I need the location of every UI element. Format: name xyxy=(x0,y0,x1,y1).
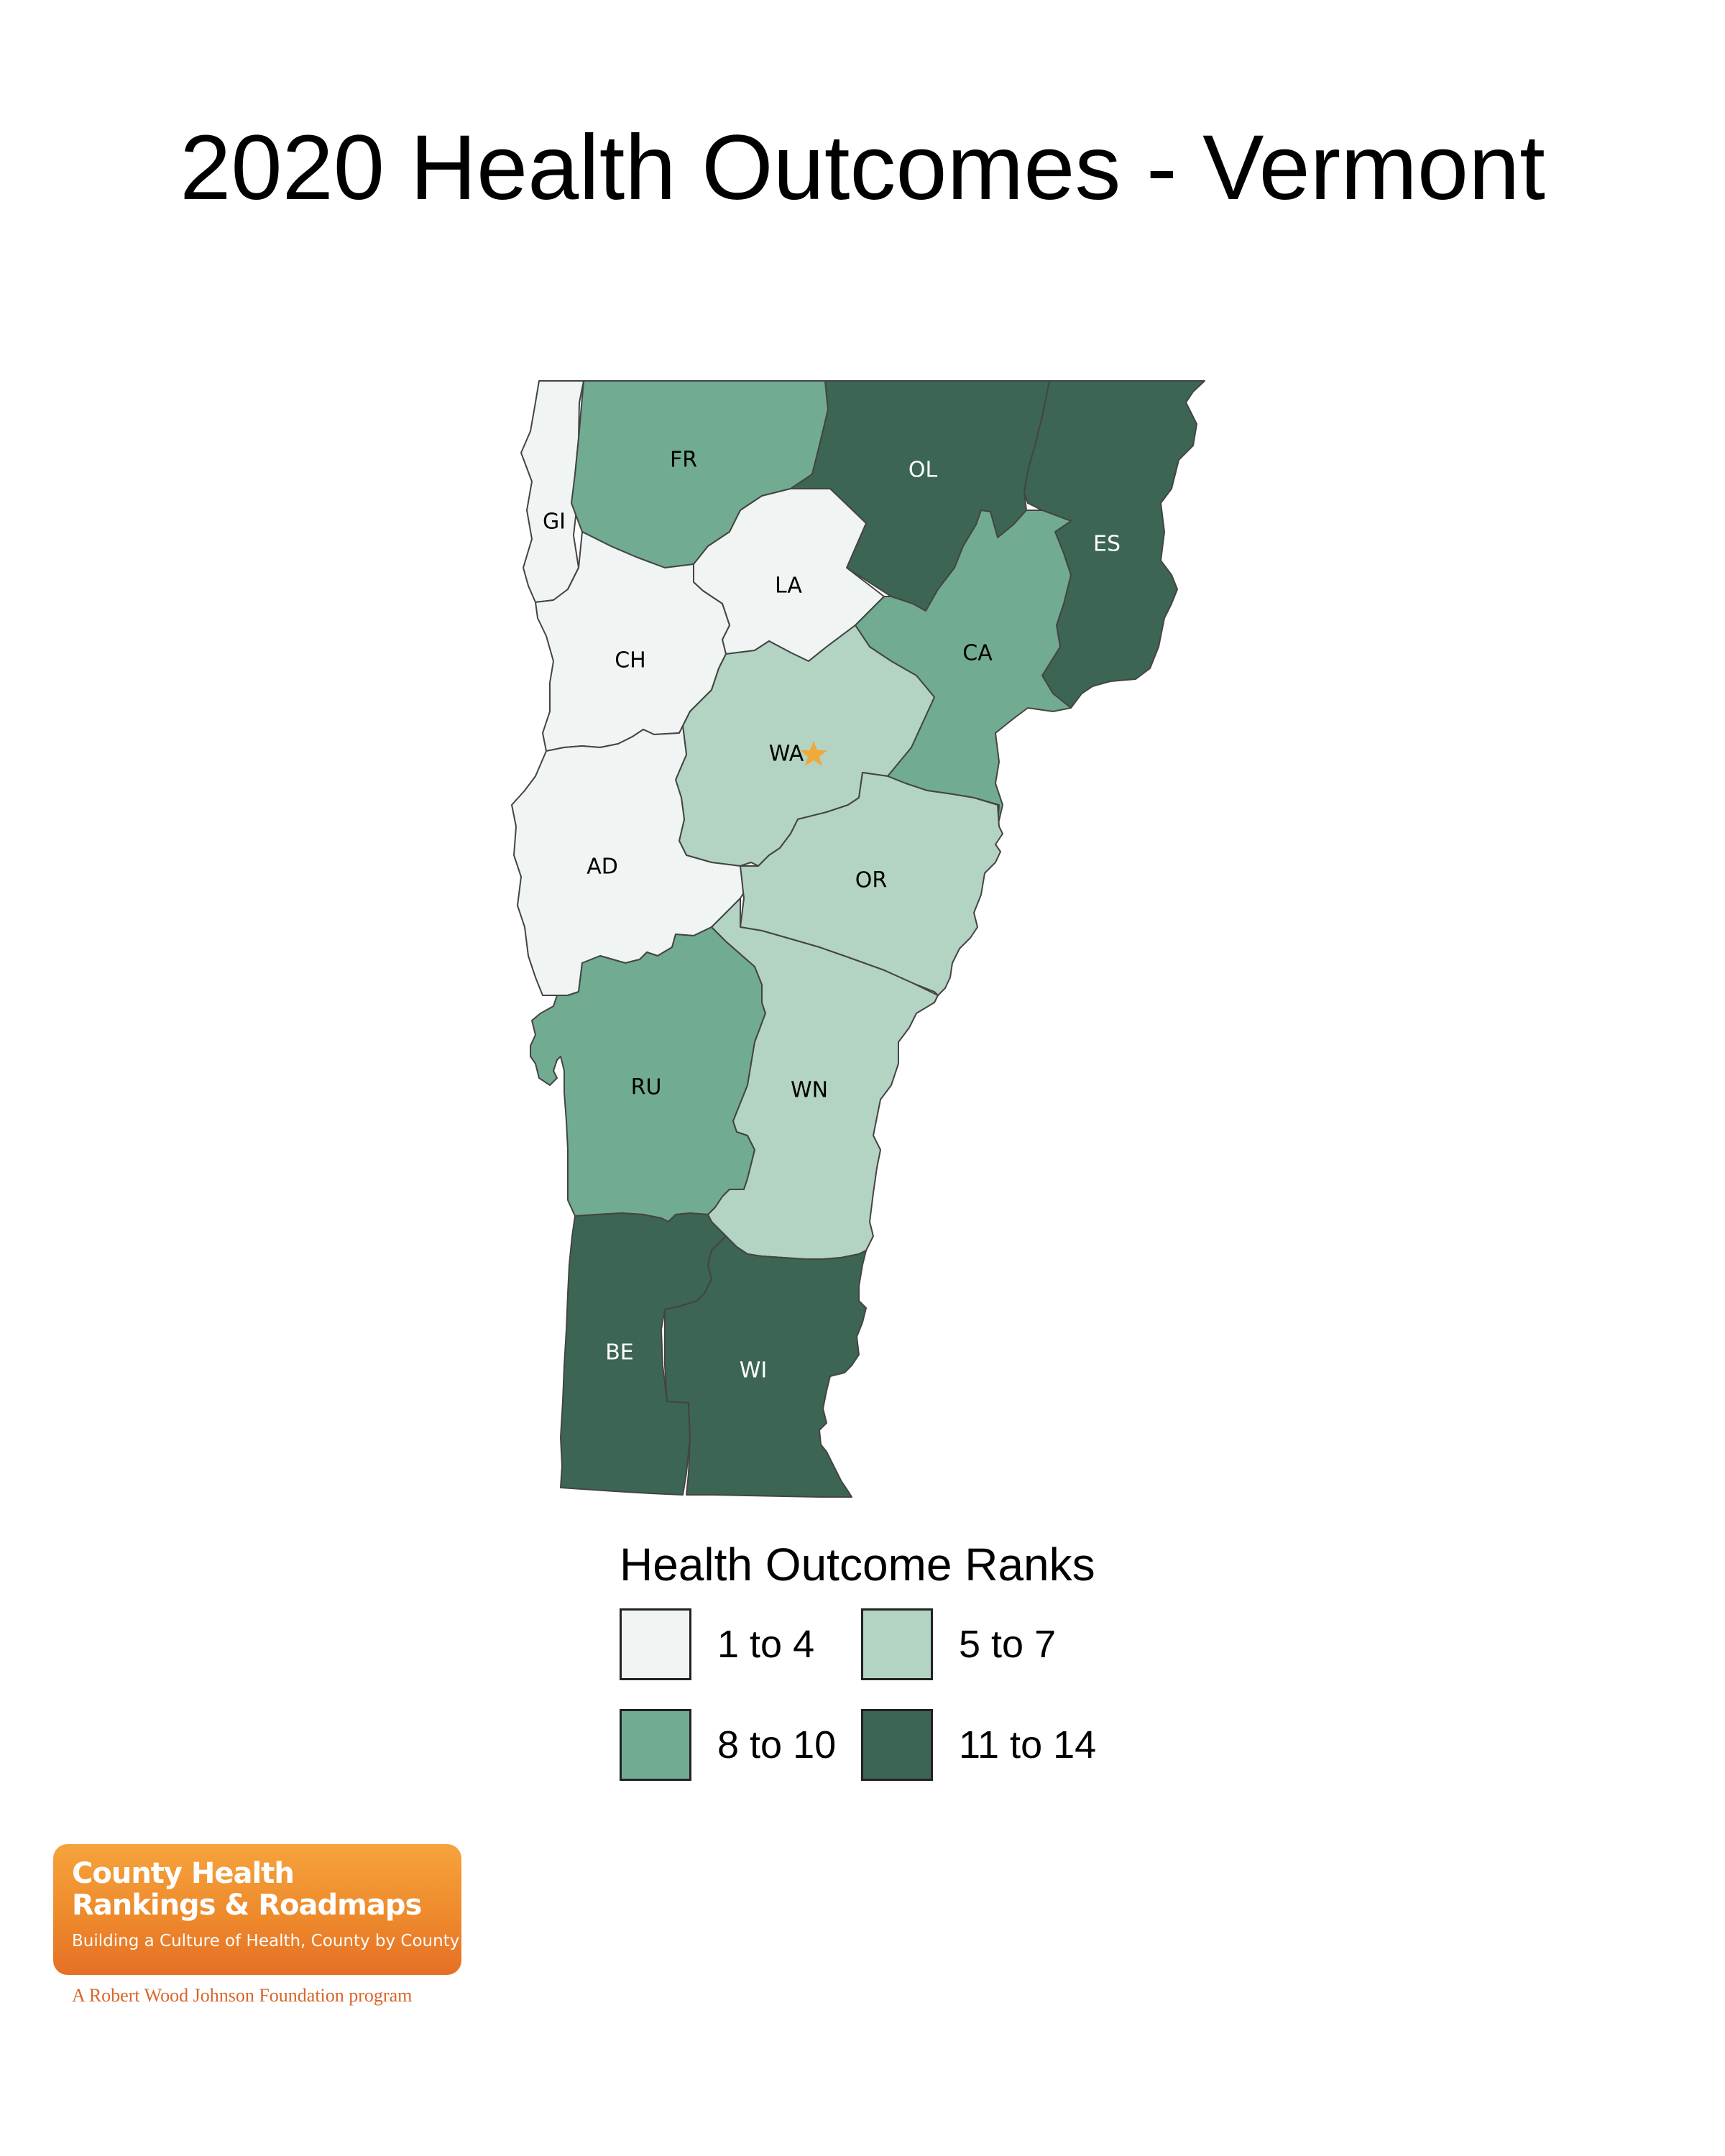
legend-title: Health Outcome Ranks xyxy=(620,1539,1095,1590)
county-label-ru: RU xyxy=(631,1075,662,1100)
county-WI xyxy=(664,1235,867,1498)
county-label-la: LA xyxy=(775,573,802,599)
legend-item-5-7: 5 to 7 xyxy=(861,1608,1056,1680)
county-label-fr: FR xyxy=(670,448,697,473)
chrr-logo: County Health Rankings & Roadmaps Buildi… xyxy=(53,1844,461,1975)
legend-item-1-4: 1 to 4 xyxy=(620,1608,814,1680)
county-label-gi: GI xyxy=(543,510,566,535)
county-label-or: OR xyxy=(855,868,887,893)
legend-swatch-8-10 xyxy=(620,1709,691,1781)
county-label-ch: CH xyxy=(615,648,646,673)
logo-line-2: Rankings & Roadmaps xyxy=(72,1889,422,1922)
capital-star-icon xyxy=(800,741,827,766)
county-label-ol: OL xyxy=(908,458,938,483)
legend-label-11-14: 11 to 14 xyxy=(959,1723,1097,1766)
legend-item-8-10: 8 to 10 xyxy=(620,1709,836,1781)
county-label-ca: CA xyxy=(962,641,993,666)
logo-line-1: County Health xyxy=(72,1857,295,1890)
legend-item-11-14: 11 to 14 xyxy=(861,1709,1096,1781)
legend-swatch-11-14 xyxy=(861,1709,933,1781)
legend-swatch-5-7 xyxy=(861,1608,933,1680)
county-label-wa: WA xyxy=(769,742,804,767)
county-label-es: ES xyxy=(1093,532,1121,557)
logo-tagline: Building a Culture of Health, County by … xyxy=(72,1932,460,1950)
legend-label-1-4: 1 to 4 xyxy=(717,1623,815,1666)
legend-label-8-10: 8 to 10 xyxy=(717,1723,837,1766)
legend-label-5-7: 5 to 7 xyxy=(959,1623,1057,1666)
legend-swatch-1-4 xyxy=(620,1608,691,1680)
page-title: 2020 Health Outcomes - Vermont xyxy=(180,116,1545,219)
county-label-wi: WI xyxy=(740,1358,768,1383)
county-label-be: BE xyxy=(605,1340,634,1365)
county-label-ad: AD xyxy=(586,854,618,880)
county-BE xyxy=(560,1212,727,1496)
rwjf-program-text: A Robert Wood Johnson Foundation program xyxy=(72,1985,413,2006)
county-label-wn: WN xyxy=(791,1078,828,1103)
